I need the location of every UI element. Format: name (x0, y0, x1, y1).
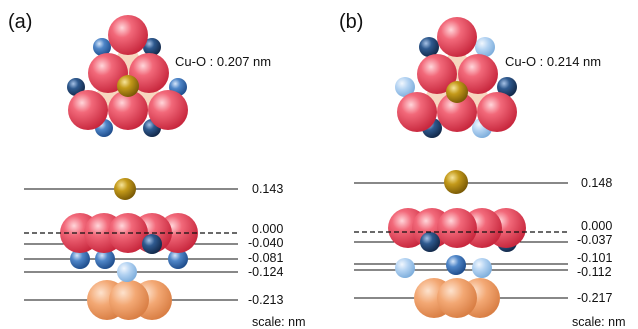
cu-o-bond-length: Cu-O : 0.207 nm (175, 54, 271, 69)
level-label: -0.112 (577, 265, 612, 279)
ti-atom (395, 258, 415, 278)
ti-atom (95, 249, 115, 269)
ti-atom (168, 249, 188, 269)
ti-atom (143, 38, 161, 56)
cu-atom (114, 178, 136, 200)
level-label: -0.037 (577, 233, 612, 247)
panel-label: (a) (8, 11, 32, 33)
panel-b: (b) Cu-O : 0.214 nm (339, 11, 626, 329)
ti-atom (419, 37, 439, 57)
side-view (354, 170, 568, 318)
oxygen-atom (129, 53, 169, 93)
ti-atom (142, 234, 162, 254)
scale-label: scale: nm (572, 315, 626, 329)
level-label: -0.081 (248, 251, 283, 265)
oxygen-atom (68, 90, 108, 130)
cu-o-bond-length: Cu-O : 0.214 nm (505, 54, 601, 69)
oxygen-atom (148, 90, 188, 130)
oxygen-atom (437, 92, 477, 132)
level-label: 0.143 (252, 182, 283, 196)
oxygen-atom (417, 54, 457, 94)
panel-a: (a) Cu-O : 0.207 nm (8, 11, 306, 329)
level-label: 0.148 (581, 176, 612, 190)
cu-atom (117, 75, 139, 97)
level-label: -0.040 (248, 236, 283, 250)
level-label: -0.101 (577, 251, 612, 265)
level-label: 0.000 (581, 219, 612, 233)
panel-label: (b) (339, 11, 363, 33)
oxygen-atom (437, 17, 477, 57)
orange-atom (109, 280, 149, 320)
ti-atom (497, 77, 517, 97)
oxygen-atom (458, 54, 498, 94)
ti-atom (117, 262, 137, 282)
ti-atom (420, 232, 440, 252)
oxygen-atom (108, 90, 148, 130)
cu-atom (446, 81, 468, 103)
cu-atom (444, 170, 468, 194)
scale-label: scale: nm (252, 315, 306, 329)
oxygen-atom (437, 208, 477, 248)
level-label: 0.000 (252, 222, 283, 236)
triangle-backdrop (415, 40, 499, 114)
ti-atom (446, 255, 466, 275)
orange-atom (437, 278, 477, 318)
oxygen-atom (108, 15, 148, 55)
ti-atom (472, 258, 492, 278)
ti-atom (475, 37, 495, 57)
level-label: -0.217 (577, 291, 612, 305)
oxygen-atom (477, 92, 517, 132)
ti-atom (395, 77, 415, 97)
oxygen-atom (397, 92, 437, 132)
side-view (24, 178, 238, 320)
top-view-cluster (67, 15, 188, 137)
ti-atom (93, 38, 111, 56)
level-label: -0.124 (248, 265, 283, 279)
ti-atom (70, 249, 90, 269)
top-view-cluster (395, 17, 517, 138)
level-label: -0.213 (248, 293, 283, 307)
